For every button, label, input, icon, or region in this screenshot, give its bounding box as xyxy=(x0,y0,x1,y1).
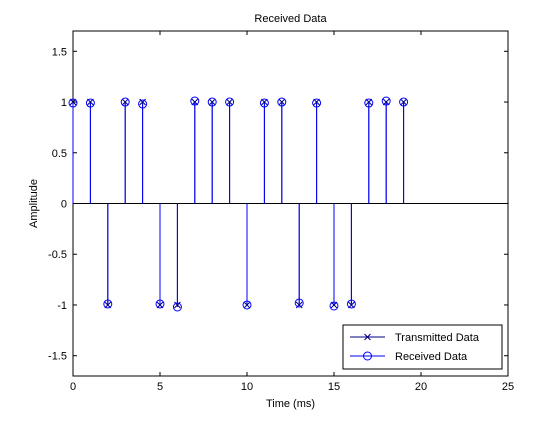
x-tick-label: 0 xyxy=(70,381,76,393)
legend-label-transmitted: Transmitted Data xyxy=(395,332,480,344)
y-axis-label: Amplitude xyxy=(28,179,40,228)
y-tick-label: 1.5 xyxy=(52,46,67,58)
x-axis-label: Time (ms) xyxy=(266,398,315,410)
y-tick-label: -0.5 xyxy=(48,249,67,261)
y-tick-label: -1.5 xyxy=(48,351,67,363)
y-tick-label: -1 xyxy=(57,300,67,312)
legend-label-received: Received Data xyxy=(395,351,468,363)
y-tick-label: 1 xyxy=(61,97,67,109)
x-tick-label: 5 xyxy=(157,381,163,393)
legend: Transmitted Data Received Data xyxy=(343,325,502,369)
x-tick-label: 20 xyxy=(415,381,427,393)
y-tick-label: 0 xyxy=(61,199,67,211)
chart-title: Received Data xyxy=(254,13,327,25)
x-tick-label: 15 xyxy=(328,381,340,393)
x-tick-label: 25 xyxy=(502,381,514,393)
x-tick-label: 10 xyxy=(241,381,253,393)
y-tick-label: 0.5 xyxy=(52,148,67,160)
